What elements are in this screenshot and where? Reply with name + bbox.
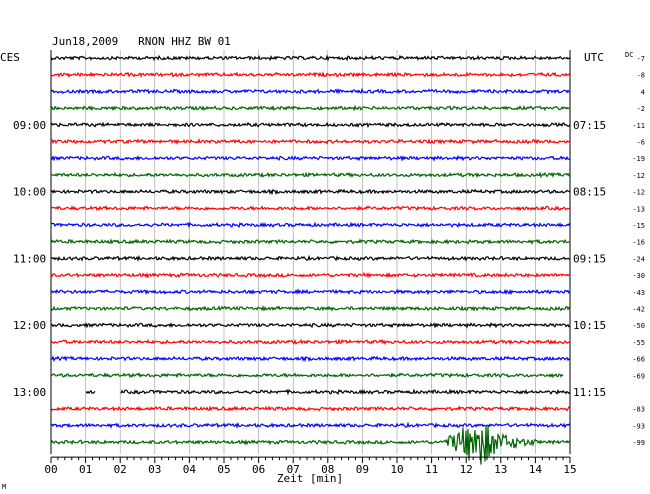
dc-offset-label: -11 <box>632 122 645 130</box>
trace-line <box>50 54 571 62</box>
trace-line <box>50 188 571 196</box>
left-header: CES <box>0 51 20 64</box>
dc-offset-label: -43 <box>632 289 645 297</box>
trace-line <box>50 154 570 162</box>
x-tick-label: 15 <box>563 463 576 476</box>
trace-line <box>51 171 571 179</box>
dc-offset-label: -16 <box>632 239 645 247</box>
x-tick-label: 10 <box>390 463 403 476</box>
left-time-label: 11:00 <box>13 252 46 265</box>
x-tick-label: 03 <box>148 463 161 476</box>
trace-line <box>50 421 571 429</box>
trace-line <box>50 238 571 246</box>
right-time-label: 11:15 <box>573 386 606 399</box>
trace-line <box>51 373 570 377</box>
left-time-label: 13:00 <box>13 386 46 399</box>
x-tick-label: 07 <box>287 463 300 476</box>
dc-offset-label: -66 <box>632 356 645 364</box>
trace-line <box>50 288 571 296</box>
x-tick-label: 05 <box>217 463 230 476</box>
trace-line <box>50 137 571 145</box>
dc-offset-label: -24 <box>632 255 645 263</box>
right-time-label: 08:15 <box>573 186 606 199</box>
x-tick-label: 06 <box>252 463 265 476</box>
minute-grid <box>50 50 571 455</box>
x-tick-label: 08 <box>321 463 334 476</box>
x-tick-label: 00 <box>44 463 57 476</box>
x-tick-label: 09 <box>356 463 369 476</box>
trace-line <box>50 70 571 78</box>
left-time-label: 12:00 <box>13 319 46 332</box>
x-tick-label: 12 <box>460 463 473 476</box>
x-tick-label: 11 <box>425 463 438 476</box>
trace-line <box>50 271 571 279</box>
dc-offset-label: -93 <box>632 422 645 430</box>
x-tick-label: 04 <box>183 463 197 476</box>
trace-line <box>85 388 571 396</box>
trace-line <box>50 304 571 312</box>
dc-offset-label: -7 <box>637 55 645 63</box>
trace-line <box>50 321 571 329</box>
left-time-labels: 09:00 10:00 11:00 12:00 13:00 <box>13 119 46 399</box>
trace-line <box>50 254 571 262</box>
dc-offset-label: -83 <box>632 406 645 414</box>
dc-offset-label: -42 <box>632 306 645 314</box>
right-time-label: 10:15 <box>573 319 606 332</box>
chart-title: Jun18,2009 RNON HHZ BW 01 <box>52 35 231 48</box>
trace-line <box>50 405 571 412</box>
x-tick-label: 01 <box>79 463 92 476</box>
dc-offset-label: -19 <box>632 155 645 163</box>
dc-offset-label: -8 <box>637 72 645 80</box>
dc-offset-label: -12 <box>632 189 645 197</box>
dc-offset-label: -15 <box>632 222 645 230</box>
dc-offset-label: -2 <box>637 105 645 113</box>
x-tick-label: 13 <box>494 463 507 476</box>
dc-offset-label: -30 <box>632 272 645 280</box>
left-time-label: 10:00 <box>13 186 46 199</box>
x-axis: 00 01 02 03 04 05 06 07 08 09 10 11 12 13 14 15 <box>44 456 577 476</box>
trace-line <box>50 426 571 465</box>
right-time-label: 07:15 <box>573 119 606 132</box>
right-time-labels: 07:15 08:15 09:15 10:15 11:15 <box>573 119 606 399</box>
bottom-mark: M <box>2 483 6 491</box>
dc-offset-label: -12 <box>632 172 645 180</box>
x-axis-label: Zeit [min] <box>277 472 343 485</box>
trace-line <box>50 221 571 229</box>
trace-line <box>50 121 571 129</box>
right-header: UTC <box>584 51 604 64</box>
left-time-label: 09:00 <box>13 119 46 132</box>
x-tick-label: 02 <box>114 463 127 476</box>
right-time-label: 09:15 <box>573 252 606 265</box>
dc-offset-label: -55 <box>632 339 645 347</box>
dc-offset-label: -99 <box>632 439 645 447</box>
dc-offset-label: -6 <box>637 139 645 147</box>
dc-offset-label: -69 <box>632 372 645 380</box>
dc-offset-label: -13 <box>632 205 645 213</box>
dc-offset-labels: -7 -8 4 -2 -11 -6 -19 -12 -12 -13 -15 -16 -24 -30 -43 -… <box>632 55 645 447</box>
dc-header: DC <box>625 51 633 59</box>
trace-group <box>50 54 571 465</box>
trace-line <box>50 104 571 112</box>
dc-offset-label: -50 <box>632 322 645 330</box>
trace-line <box>50 87 571 95</box>
trace-line <box>51 355 571 363</box>
dc-offset-label: 4 <box>641 88 645 96</box>
x-tick-label: 14 <box>529 463 543 476</box>
trace-line <box>50 338 571 346</box>
trace-line <box>50 204 571 212</box>
